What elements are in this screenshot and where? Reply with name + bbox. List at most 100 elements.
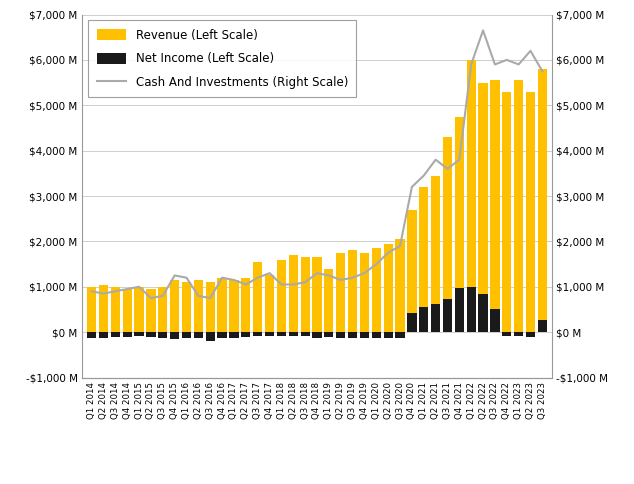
Bar <box>396 332 404 338</box>
Cash And Investments (Right Scale) <box>254 275 261 281</box>
Bar <box>111 332 120 337</box>
Bar <box>384 243 393 332</box>
Bar <box>99 285 108 332</box>
Cash And Investments (Right Scale) <box>396 243 404 249</box>
Bar <box>170 280 179 332</box>
Bar <box>407 313 417 332</box>
Bar <box>431 304 440 332</box>
Bar <box>217 278 227 332</box>
Bar <box>443 137 452 332</box>
Bar <box>538 320 547 332</box>
Bar <box>146 289 155 332</box>
Bar <box>419 307 429 332</box>
Cash And Investments (Right Scale) <box>420 173 427 179</box>
Bar <box>217 332 227 338</box>
Bar <box>538 69 547 332</box>
Bar <box>241 332 250 337</box>
Bar <box>348 251 357 332</box>
Bar <box>122 289 132 332</box>
Bar <box>360 253 369 332</box>
Bar <box>490 309 500 332</box>
Bar <box>170 332 179 339</box>
Bar <box>146 332 155 337</box>
Bar <box>336 253 346 332</box>
Cash And Investments (Right Scale) <box>408 184 416 190</box>
Bar <box>111 287 120 332</box>
Bar <box>514 80 523 332</box>
Bar <box>502 91 512 332</box>
Cash And Investments (Right Scale) <box>88 288 96 294</box>
Cash And Investments (Right Scale) <box>384 250 392 256</box>
Bar <box>158 287 167 332</box>
Bar <box>467 60 476 332</box>
Cash And Investments (Right Scale) <box>301 279 309 285</box>
Bar <box>277 332 286 336</box>
Bar <box>490 80 500 332</box>
Bar <box>384 332 393 338</box>
Bar <box>348 332 357 338</box>
Bar <box>313 332 321 338</box>
Cash And Investments (Right Scale) <box>444 166 451 172</box>
Cash And Investments (Right Scale) <box>290 282 297 287</box>
Bar <box>265 275 274 332</box>
Bar <box>443 299 452 332</box>
Bar <box>205 332 215 341</box>
Bar <box>158 332 167 338</box>
Bar <box>455 288 464 332</box>
Bar <box>313 257 321 332</box>
Bar <box>526 91 535 332</box>
Bar <box>99 332 108 338</box>
Bar <box>253 332 262 336</box>
Cash And Investments (Right Scale) <box>527 48 534 54</box>
Bar <box>479 83 488 332</box>
Cash And Investments (Right Scale) <box>159 293 167 299</box>
Bar <box>288 332 298 336</box>
Bar <box>372 248 381 332</box>
Cash And Investments (Right Scale) <box>503 57 510 63</box>
Bar <box>301 257 310 332</box>
Bar <box>230 280 238 332</box>
Cash And Investments (Right Scale) <box>349 275 356 281</box>
Bar <box>265 332 274 336</box>
Cash And Investments (Right Scale) <box>171 272 179 278</box>
Bar <box>360 332 369 338</box>
Cash And Investments (Right Scale) <box>491 61 499 67</box>
Bar <box>205 282 215 332</box>
Cash And Investments (Right Scale) <box>266 270 273 276</box>
Cash And Investments (Right Scale) <box>183 275 190 281</box>
Bar <box>467 287 476 332</box>
Cash And Investments (Right Scale) <box>124 286 131 292</box>
Bar <box>372 332 381 338</box>
Bar <box>324 269 333 332</box>
Bar <box>479 294 488 332</box>
Bar <box>253 262 262 332</box>
Cash And Investments (Right Scale) <box>195 293 202 299</box>
Line: Cash And Investments (Right Scale): Cash And Investments (Right Scale) <box>92 30 542 298</box>
Bar <box>502 332 512 336</box>
Bar <box>277 259 286 332</box>
Bar <box>122 332 132 337</box>
Cash And Investments (Right Scale) <box>432 157 439 163</box>
Bar <box>419 187 429 332</box>
Cash And Investments (Right Scale) <box>278 282 285 287</box>
Cash And Investments (Right Scale) <box>100 291 107 297</box>
Cash And Investments (Right Scale) <box>242 282 250 287</box>
Bar <box>194 280 203 332</box>
Cash And Investments (Right Scale) <box>538 68 546 74</box>
Cash And Investments (Right Scale) <box>135 284 143 289</box>
Cash And Investments (Right Scale) <box>313 270 321 276</box>
Legend: Revenue (Left Scale), Net Income (Left Scale), Cash And Investments (Right Scale: Revenue (Left Scale), Net Income (Left S… <box>88 20 356 97</box>
Bar <box>194 332 203 338</box>
Bar <box>526 332 535 337</box>
Cash And Investments (Right Scale) <box>479 28 487 33</box>
Bar <box>87 332 96 338</box>
Bar <box>431 176 440 332</box>
Cash And Investments (Right Scale) <box>207 295 214 301</box>
Bar <box>396 239 404 332</box>
Cash And Investments (Right Scale) <box>455 157 463 163</box>
Bar <box>134 332 144 336</box>
Cash And Investments (Right Scale) <box>361 270 368 276</box>
Bar <box>288 255 298 332</box>
Cash And Investments (Right Scale) <box>112 288 119 294</box>
Cash And Investments (Right Scale) <box>325 272 333 278</box>
